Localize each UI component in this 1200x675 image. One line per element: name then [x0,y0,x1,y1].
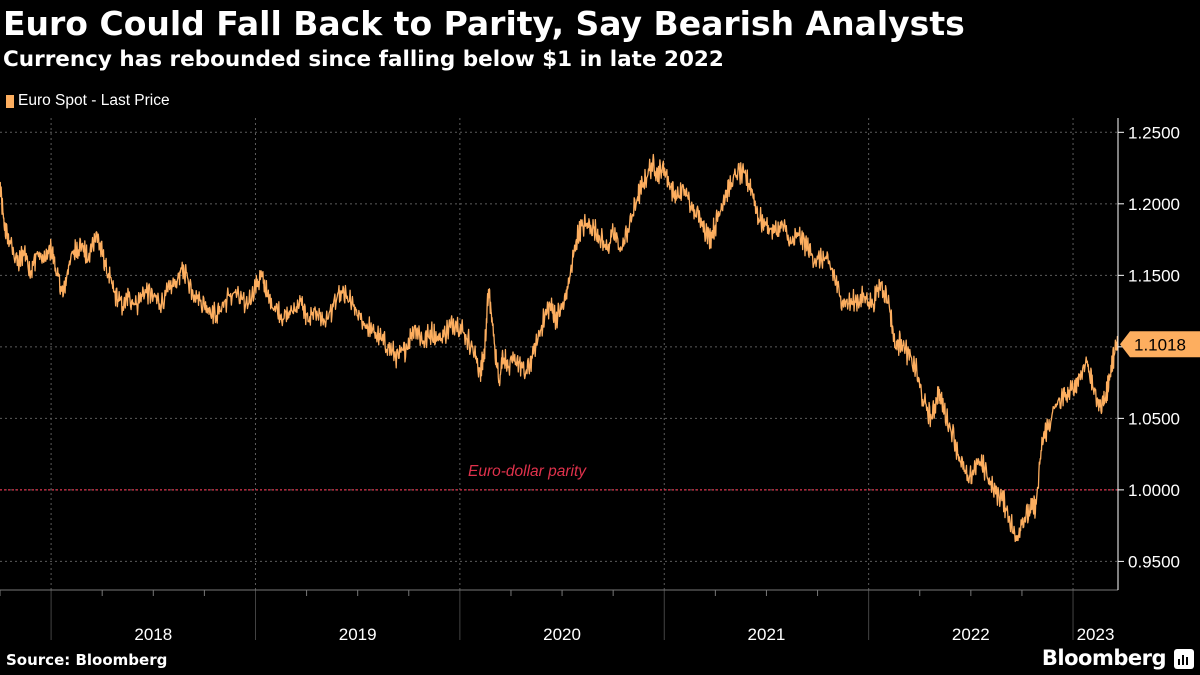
y-tick-label: 1.0500 [1128,409,1180,428]
last-price-label: 1.1018 [1134,335,1186,354]
y-tick-label: 1.2000 [1128,195,1180,214]
y-tick-label: 1.1500 [1128,266,1180,285]
x-tick-label: 2023 [1077,625,1115,644]
x-tick-label: 2021 [748,625,786,644]
y-tick-label: 1.2500 [1128,123,1180,142]
chart-legend: Euro Spot - Last Price [6,91,170,111]
series-layer [0,153,1119,543]
last-price-tag [1120,331,1200,358]
y-tick-label: 0.9500 [1128,552,1180,571]
x-tick-label: 2022 [952,625,990,644]
legend-swatch [6,94,14,108]
bloomberg-chart-icon [1174,649,1194,669]
grid-layer [0,118,1118,590]
parity-layer: Euro-dollar parity [0,463,1118,491]
legend-label: Euro Spot - Last Price [18,92,170,109]
axis-layer: 0.95001.00001.05001.10001.15001.20001.25… [0,118,1200,644]
parity-annotation: Euro-dollar parity [468,463,587,480]
x-tick-label: 2019 [339,625,377,644]
chart-title: Euro Could Fall Back to Parity, Say Bear… [3,4,965,43]
chart-subtitle: Currency has rebounded since falling bel… [3,47,724,72]
x-tick-label: 2018 [134,625,172,644]
y-tick-label: 1.0000 [1128,481,1180,500]
source-note: Source: Bloomberg [6,651,168,669]
bloomberg-logo: Bloomberg [1041,646,1167,670]
series-line-euro-spot [0,153,1119,543]
x-tick-label: 2020 [543,625,581,644]
